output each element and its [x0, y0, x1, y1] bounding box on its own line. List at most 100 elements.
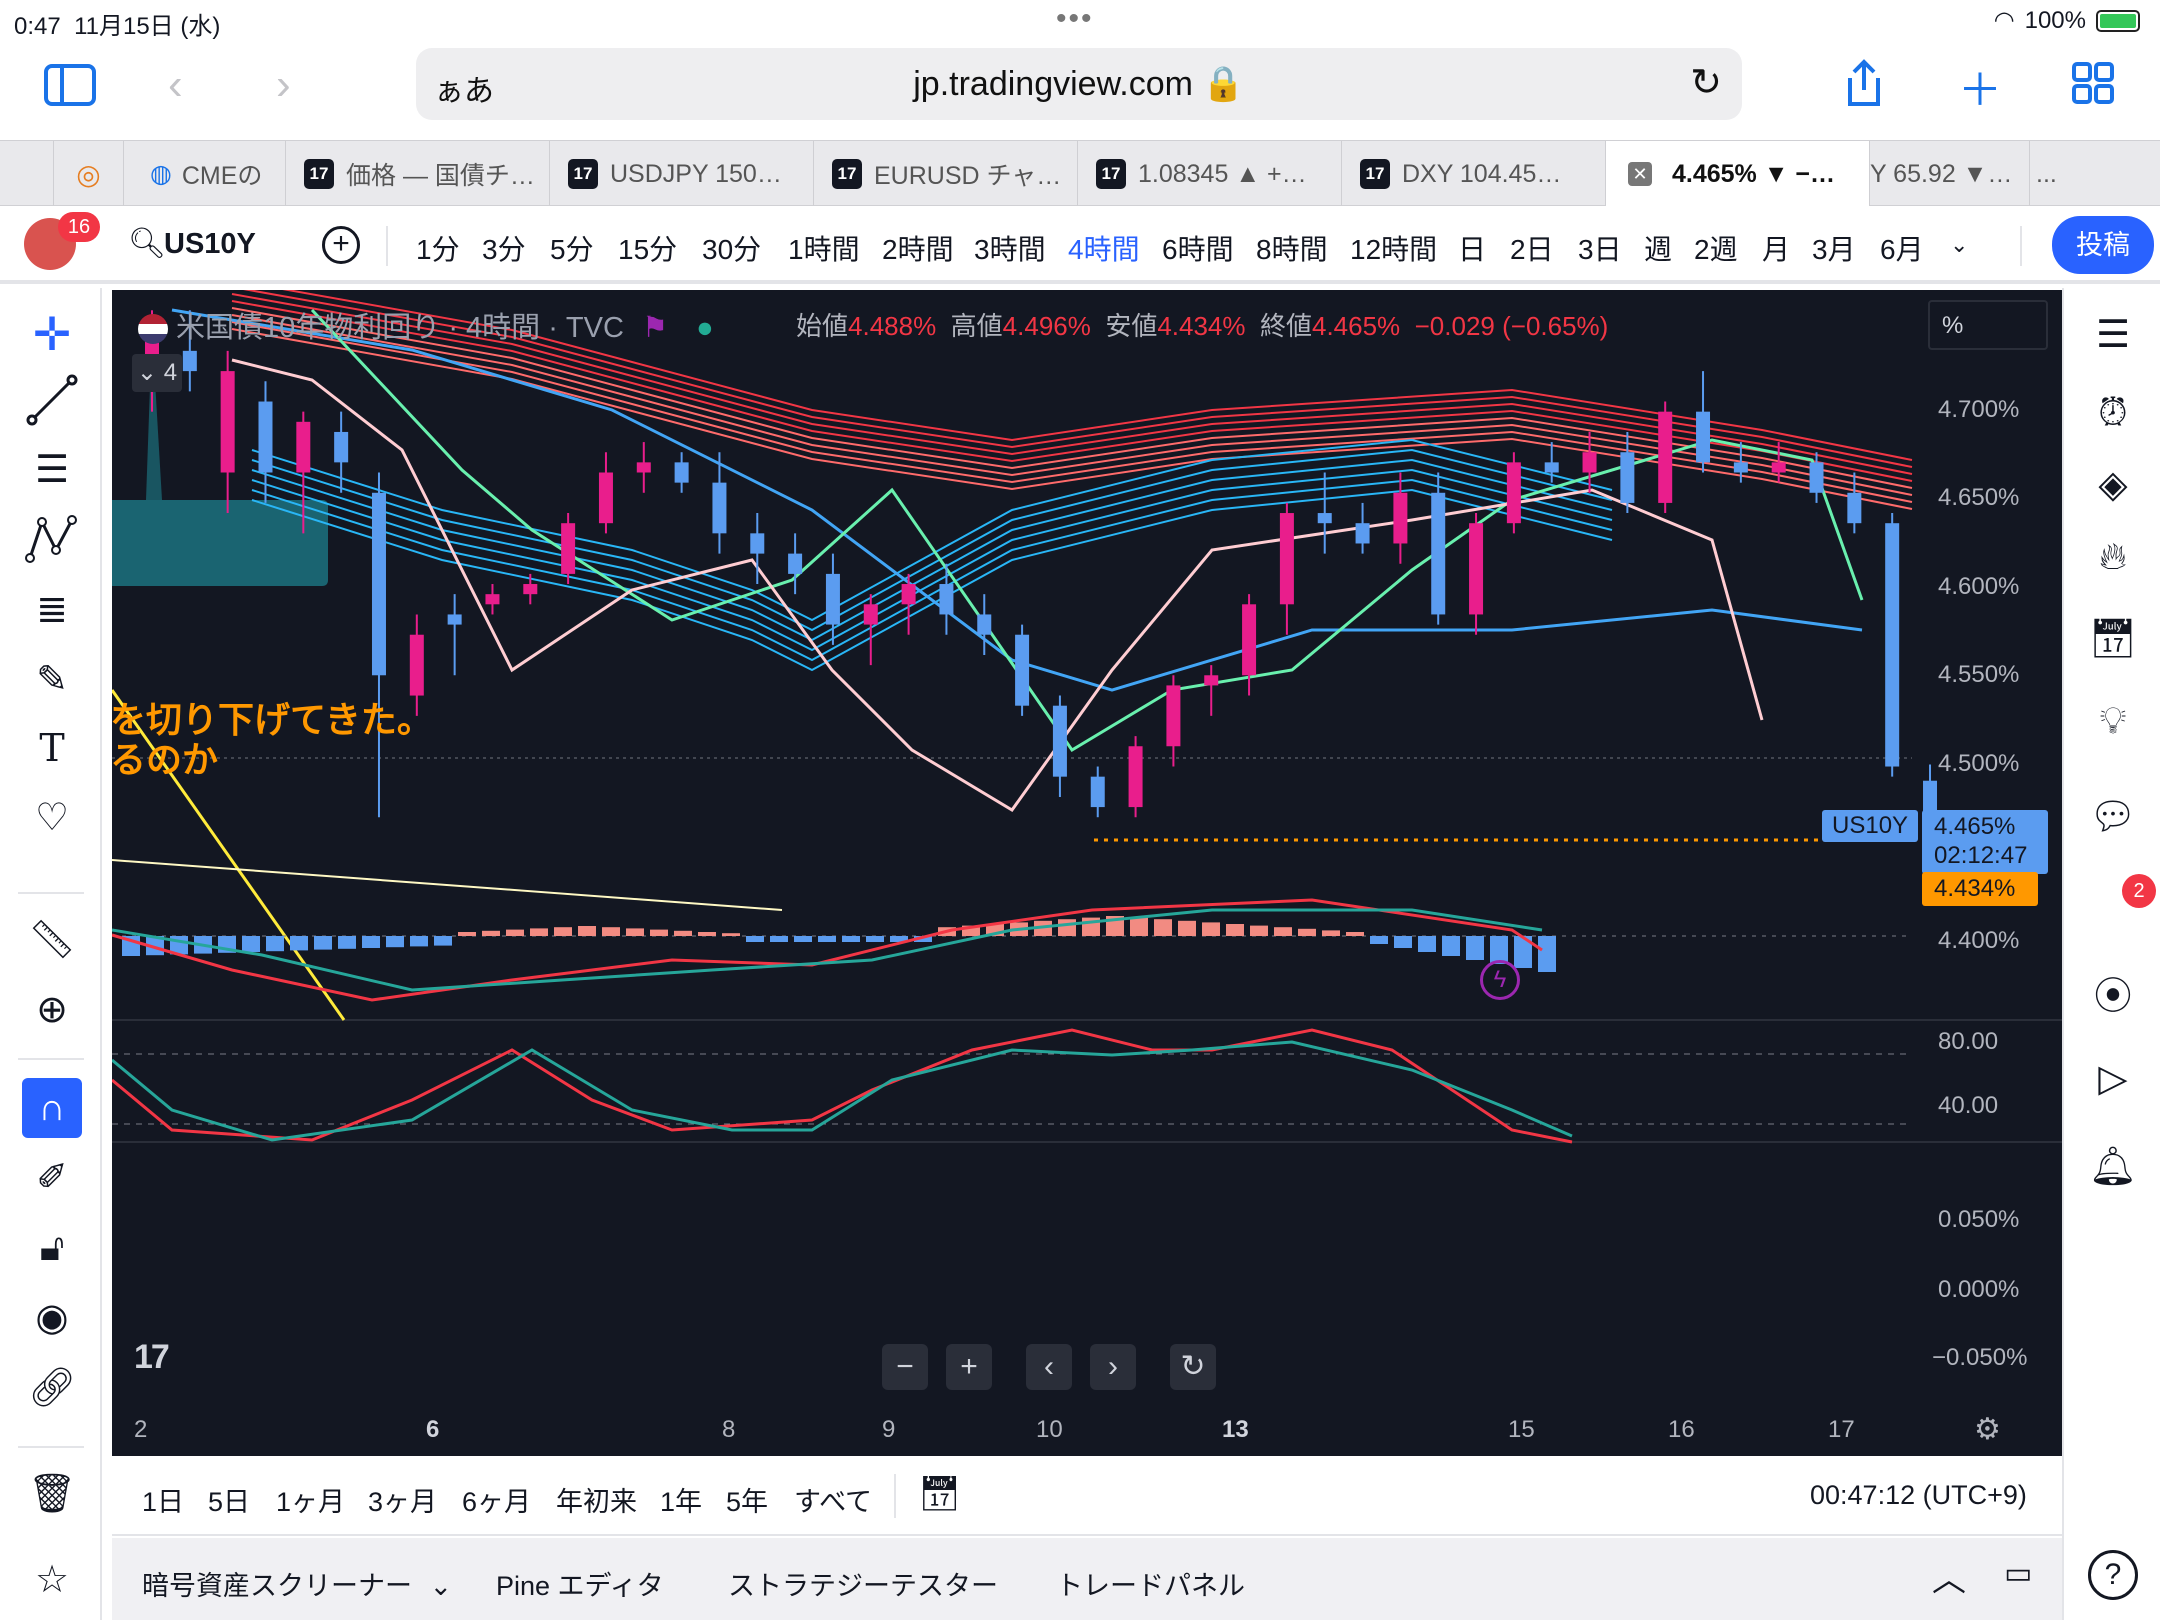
chat-icon[interactable]: 💬︎	[2088, 796, 2138, 838]
tab-item[interactable]: Y 65.92 ▼…	[1870, 141, 2030, 207]
timeframe-6h[interactable]: 6時間	[1162, 234, 1234, 265]
lock-drawing-pencil-icon[interactable]: ✐	[36, 1157, 68, 1199]
link-icon[interactable]: 🔗︎	[27, 1367, 77, 1409]
annotation-callout-text[interactable]: を切り下げてきた。 るのか	[112, 699, 433, 780]
layers-icon[interactable]: ◈	[2098, 464, 2128, 506]
timeframe-2h[interactable]: 2時間	[882, 234, 954, 265]
timeframe-3m[interactable]: 3分	[482, 234, 526, 265]
chart-settings-gear-icon[interactable]: ⚙	[1974, 1413, 2001, 1446]
tab-overview-icon[interactable]	[2072, 62, 2114, 104]
horizontal-lines-icon[interactable]: ☰	[34, 449, 70, 491]
lock-icon[interactable]: 🔓︎	[39, 1227, 65, 1269]
timeframe-2d[interactable]: 2日	[1510, 234, 1554, 265]
sidebar-icon[interactable]	[44, 64, 96, 106]
help-icon[interactable]: ?	[2088, 1550, 2138, 1600]
back-icon[interactable]: ‹	[168, 60, 183, 109]
event-lightning-icon[interactable]: ϟ	[1480, 960, 1520, 1000]
share-icon[interactable]	[1842, 58, 1886, 108]
panel-pine-editor[interactable]: Pine エディタ	[496, 1571, 664, 1601]
pattern-icon[interactable]	[22, 510, 82, 570]
compare-add-icon[interactable]: +	[322, 226, 360, 264]
tab-pinned-edge[interactable]	[0, 141, 54, 207]
panel-maximize-icon[interactable]: ▭	[2004, 1557, 2033, 1590]
tab-overflow[interactable]: ...	[2036, 159, 2057, 188]
panel-trade-panel[interactable]: トレードパネル	[1056, 1571, 1245, 1601]
range-all[interactable]: すべて	[794, 1487, 873, 1517]
timeframe-1m[interactable]: 1分	[416, 234, 460, 265]
range-6m[interactable]: 6ヶ月	[462, 1487, 532, 1517]
timeframe-15m[interactable]: 15分	[618, 234, 678, 265]
timeframe-more-chevron-icon[interactable]: ⌄	[1950, 232, 1969, 257]
alarm-clock-icon[interactable]: ⏰︎	[2098, 392, 2128, 434]
range-5y[interactable]: 5年	[726, 1487, 769, 1517]
legend-title[interactable]: 米国債10年物利回り · 4時間 · TVC ⚑ ●	[138, 304, 714, 346]
streams-icon[interactable]: ⦿	[2093, 976, 2132, 1018]
tab-item[interactable]: 17 USDJPY 150…	[550, 141, 814, 207]
timeframe-3d[interactable]: 3日	[1578, 234, 1622, 265]
timeframe-1mo[interactable]: 月	[1762, 234, 1791, 265]
range-3m[interactable]: 3ヶ月	[368, 1487, 438, 1517]
zoom-in-button[interactable]: +	[946, 1344, 992, 1390]
chart-area[interactable]: 米国債10年物利回り · 4時間 · TVC ⚑ ● 始値4.488% 高値4.…	[112, 290, 2062, 1456]
range-5d[interactable]: 5日	[208, 1487, 251, 1517]
ruler-icon[interactable]: 📏︎	[27, 919, 77, 961]
reader-aa-button[interactable]: ぁあ	[434, 75, 494, 108]
crosshair-icon[interactable]: ✛	[32, 308, 72, 360]
scroll-left-button[interactable]: ‹	[1026, 1344, 1072, 1390]
indicator-collapse-button[interactable]: ⌄ 4	[132, 354, 182, 392]
post-button[interactable]: 投稿	[2052, 216, 2154, 274]
timezone-clock[interactable]: 00:47:12 (UTC+9)	[1810, 1480, 2027, 1510]
heart-icon[interactable]: ♡	[34, 797, 70, 839]
scroll-right-button[interactable]: ›	[1090, 1344, 1136, 1390]
goto-date-calendar-icon[interactable]: 📅︎	[918, 1475, 962, 1513]
timeframe-4h[interactable]: 4時間	[1068, 234, 1140, 265]
search-icon[interactable]: 🔍︎	[128, 227, 167, 260]
timeframe-6mo[interactable]: 6月	[1880, 234, 1924, 265]
timeframe-1d[interactable]: 日	[1458, 234, 1487, 265]
tab-item[interactable]: 17 EURUSD チャ…	[814, 141, 1078, 207]
calendar-icon[interactable]: 📅︎	[2088, 618, 2138, 660]
panel-strategy-tester[interactable]: ストラテジーテスター	[728, 1571, 998, 1601]
multitask-dots-icon[interactable]: •••	[1056, 2, 1094, 35]
range-1m[interactable]: 1ヶ月	[276, 1487, 346, 1517]
tradingview-logo[interactable]: 17	[134, 1338, 170, 1376]
timeframe-1w[interactable]: 週	[1644, 234, 1673, 265]
close-tab-icon[interactable]: ✕	[1628, 162, 1652, 186]
playback-icon[interactable]: ▷	[2098, 1058, 2128, 1100]
tab-item[interactable]: 17 1.08345 ▲ +…	[1078, 141, 1342, 207]
tab-active[interactable]: ✕ 4.465% ▼ −…	[1606, 141, 1870, 207]
tab-item[interactable]: 17 DXY 104.45…	[1342, 141, 1606, 207]
ideas-lightbulb-icon[interactable]: 💡︎	[2099, 700, 2127, 742]
scale-mode-button[interactable]: %	[1928, 300, 2048, 350]
timeframe-8h[interactable]: 8時間	[1256, 234, 1328, 265]
reset-chart-button[interactable]: ↻	[1170, 1344, 1216, 1390]
tab-item[interactable]: ◍ CMEの	[124, 141, 286, 207]
zoom-out-button[interactable]: −	[882, 1344, 928, 1390]
hotlist-flame-icon[interactable]: 🔥︎	[2099, 536, 2127, 578]
timeframe-12h[interactable]: 12時間	[1350, 234, 1438, 265]
trash-icon[interactable]: 🗑︎	[27, 1473, 77, 1515]
trendline-icon[interactable]	[22, 370, 82, 430]
timeframe-1h[interactable]: 1時間	[788, 234, 860, 265]
timeframe-3h[interactable]: 3時間	[974, 234, 1046, 265]
flag-marker-icon[interactable]: ⚑	[642, 312, 668, 344]
tab-favicon-only[interactable]: ◎	[54, 141, 124, 207]
timeframe-3mo[interactable]: 3月	[1812, 234, 1856, 265]
panel-crypto-screener[interactable]: 暗号資産スクリーナー ⌄	[142, 1571, 453, 1601]
chart-canvas[interactable]	[112, 290, 2062, 1456]
zoom-in-icon[interactable]: ⊕	[36, 989, 68, 1031]
favorite-star-icon[interactable]: ☆	[34, 1559, 70, 1601]
timeframe-2w[interactable]: 2週	[1694, 234, 1738, 265]
symbol-search[interactable]: US10Y	[164, 228, 256, 260]
fib-retracement-icon[interactable]: ≣	[36, 589, 68, 631]
magnet-icon[interactable]: ∩	[22, 1078, 82, 1138]
range-1y[interactable]: 1年	[660, 1487, 703, 1517]
text-tool-icon[interactable]: T	[39, 726, 65, 770]
tab-item[interactable]: 17 価格 — 国債チ…	[286, 141, 550, 207]
reload-icon[interactable]: ↻	[1690, 62, 1722, 104]
notifications-bell-icon[interactable]: 🔔︎	[2088, 1146, 2138, 1188]
range-1d[interactable]: 1日	[142, 1487, 185, 1517]
timeframe-5m[interactable]: 5分	[550, 234, 594, 265]
range-ytd[interactable]: 年初来	[556, 1487, 637, 1517]
address-bar[interactable]: ぁあ jp.tradingview.com 🔒 ↻	[416, 48, 1742, 120]
